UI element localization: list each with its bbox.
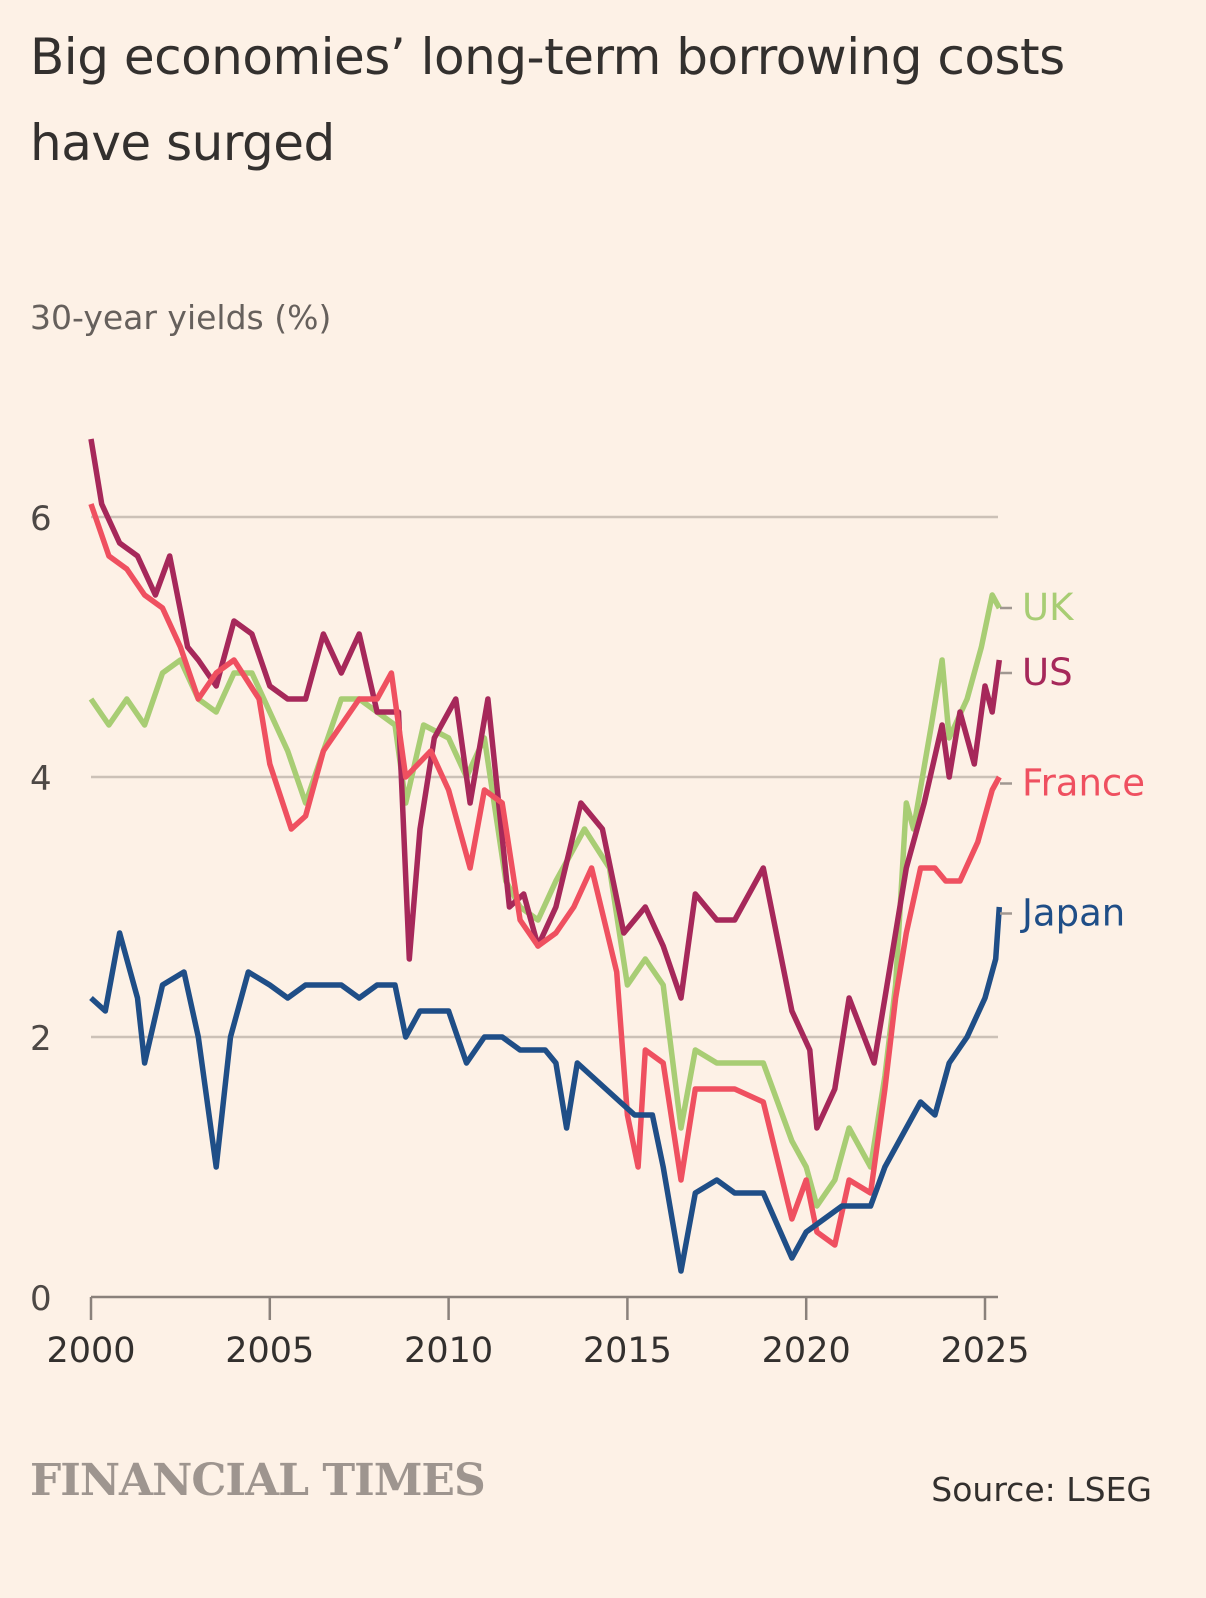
series-label-france: France <box>1022 762 1145 805</box>
chart-title: Big economies’ long-term borrowing costs… <box>30 28 1065 172</box>
x-tick-label: 2015 <box>583 1331 672 1371</box>
gridlines: 0 2 4 6 <box>30 499 998 1319</box>
chart-subtitle: 30-year yields (%) <box>30 298 332 337</box>
series-label-us: US <box>1022 651 1073 694</box>
x-tick-label: 2020 <box>762 1331 851 1371</box>
series-line-japan <box>89 906 1003 1274</box>
y-tick-label: 2 <box>30 1019 52 1059</box>
series-label-uk: UK <box>1022 586 1075 629</box>
series-line-france <box>88 503 1002 1248</box>
x-tick-label: 2025 <box>940 1331 1029 1371</box>
x-tick-label: 2000 <box>46 1331 135 1371</box>
source-note: Source: LSEG <box>931 1470 1152 1509</box>
x-axis: 2000 2005 2010 2015 2020 2025 <box>46 1295 1030 1371</box>
series-labels: UK US France Japan <box>1000 586 1145 935</box>
series-label-japan: Japan <box>1020 892 1125 935</box>
ft-logo: FINANCIAL TIMES <box>30 1455 486 1506</box>
series-lines <box>88 438 1003 1274</box>
x-tick-label: 2005 <box>225 1331 314 1371</box>
y-tick-label: 0 <box>30 1279 52 1319</box>
x-tick-label: 2010 <box>404 1331 493 1371</box>
y-tick-label: 6 <box>30 499 52 539</box>
y-tick-label: 4 <box>30 759 52 799</box>
series-line-us <box>88 438 1003 1131</box>
series-line-uk <box>88 592 1002 1209</box>
